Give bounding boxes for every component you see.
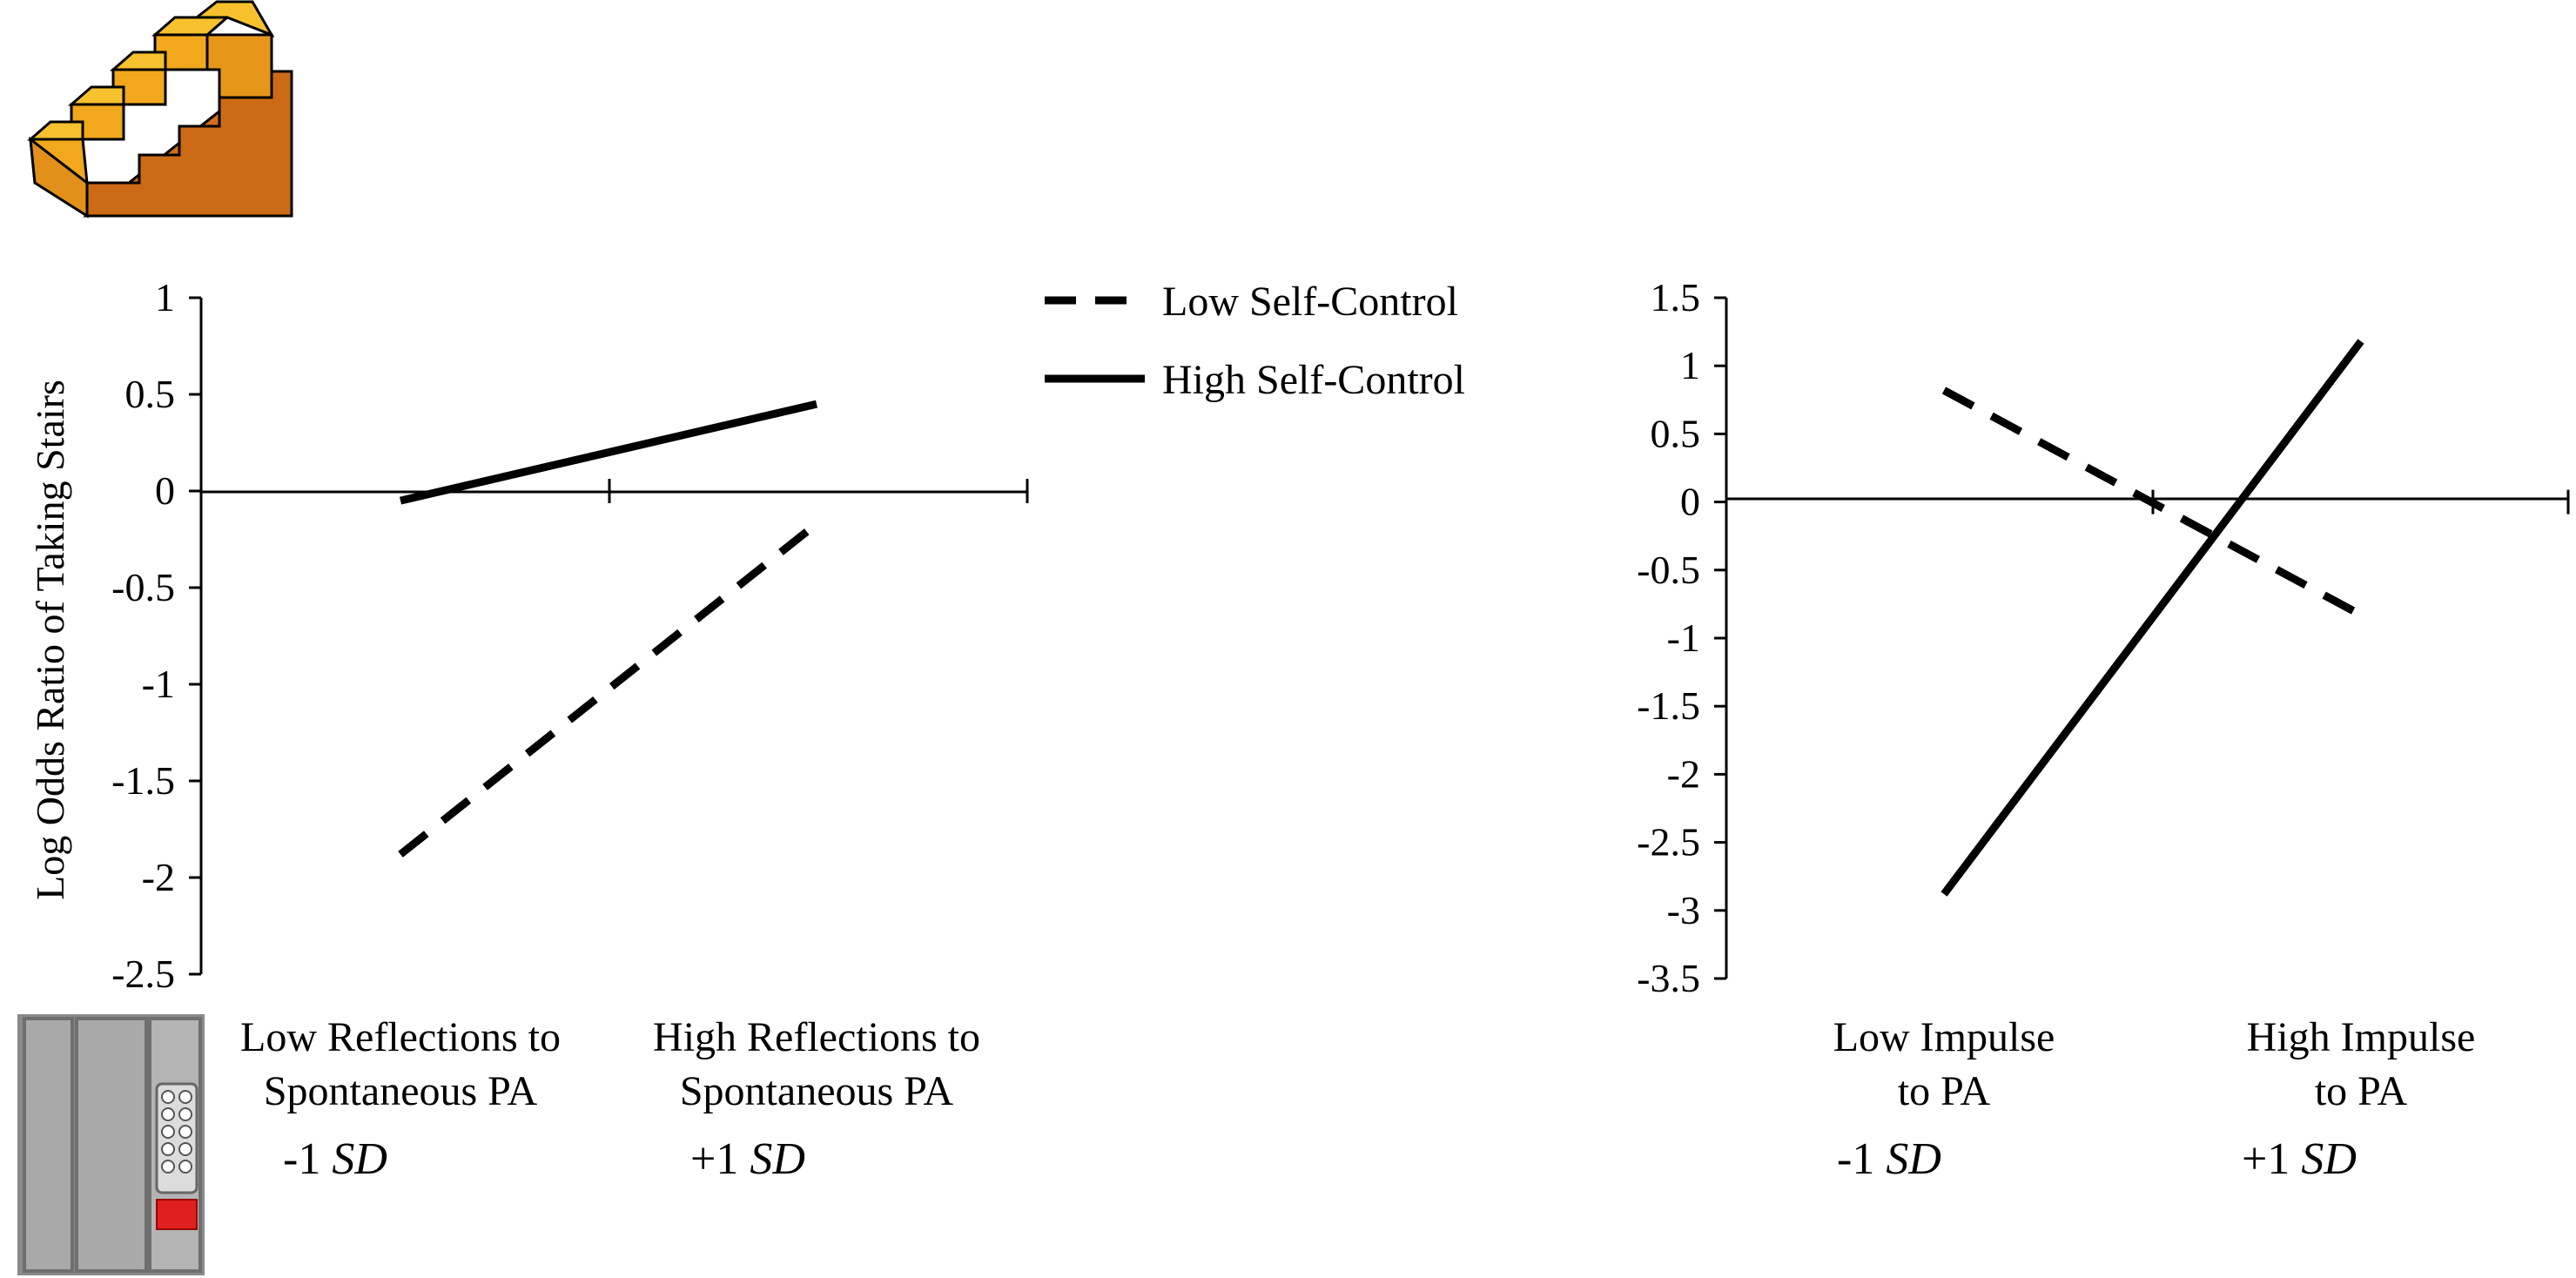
sd-label: +1 SD: [690, 1134, 805, 1184]
chart-left: 1 0.5 0 -0.5 -1 -1.5 -2 -2.5 Log Odds Ratio of …: [28, 275, 1029, 1184]
legend-high-label: High Self-Control: [1162, 357, 1465, 403]
category-label: to PA: [1898, 1068, 1991, 1114]
category-label: High Reflections to: [653, 1014, 980, 1060]
high-self-control-line: [399, 400, 818, 505]
y-tick-label: -2: [1667, 751, 1700, 796]
y-tick-label: -2: [142, 855, 175, 899]
y-tick-label: -1.5: [111, 758, 175, 803]
stairs-icon: [26, 0, 293, 219]
category-label: High Impulse: [2247, 1014, 2476, 1060]
elevator-icon: [17, 1014, 205, 1275]
y-tick-label: 1: [1680, 343, 1700, 387]
low-self-control-line: [398, 521, 819, 858]
y-tick-label: -2.5: [111, 952, 175, 996]
y-tick-label: 0: [1680, 480, 1700, 524]
y-tick-label: 0: [155, 468, 175, 513]
y-tick-label: -0.5: [111, 565, 175, 609]
category-label: Spontaneous PA: [680, 1068, 954, 1114]
y-tick-label: -0.5: [1637, 548, 1700, 592]
y-tick-label: 1: [155, 275, 175, 320]
low-self-control-line: [1941, 387, 2364, 619]
y-tick-label: -3.5: [1637, 956, 1700, 1000]
y-tick-label: 0.5: [1651, 411, 1701, 455]
y-tick-label: -1: [1667, 615, 1700, 660]
high-self-control-line: [1940, 339, 2364, 897]
y-tick-label: -3: [1667, 888, 1700, 932]
y-tick-label: -1: [142, 662, 175, 706]
category-label: Spontaneous PA: [264, 1068, 538, 1114]
legend: Low Self-Control High Self-Control: [1045, 279, 1465, 403]
category-label: Low Impulse: [1833, 1014, 2055, 1060]
chart-right: 1.5 1 0.5 0 -0.5 -1 -1.5 -2 -2.5 -3 -3.5 Low Impul…: [1637, 275, 2570, 1184]
legend-low-label: Low Self-Control: [1162, 279, 1458, 325]
y-tick-label: -2.5: [1637, 820, 1700, 864]
y-axis-label: Log Odds Ratio of Taking Stairs: [28, 380, 72, 900]
y-tick-label: -1.5: [1637, 683, 1700, 728]
sd-label: -1 SD: [1837, 1134, 1941, 1184]
y-tick-label: 1.5: [1651, 275, 1701, 320]
y-tick-label: 0.5: [125, 372, 176, 416]
category-label: to PA: [2315, 1068, 2408, 1114]
sd-label: +1 SD: [2242, 1134, 2357, 1184]
category-label: Low Reflections to: [240, 1014, 561, 1060]
sd-label: -1 SD: [283, 1134, 387, 1184]
